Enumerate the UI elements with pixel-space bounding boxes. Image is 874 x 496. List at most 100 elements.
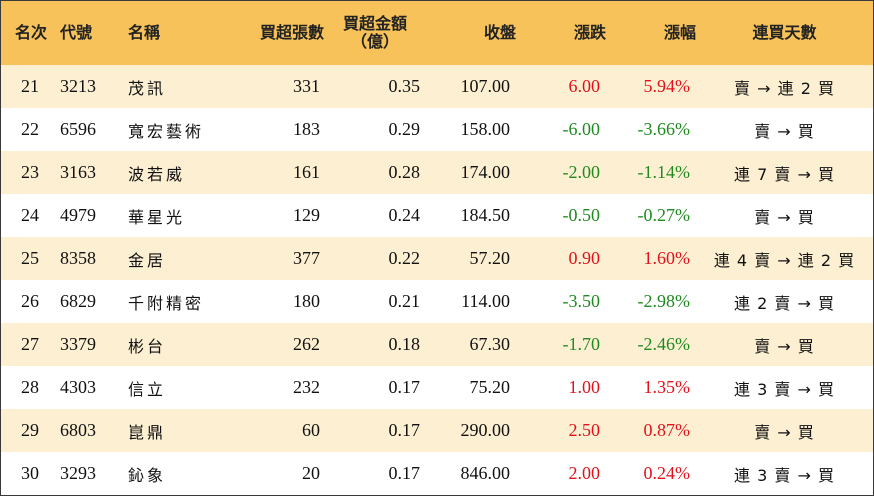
cell-pct: -2.46% — [637, 334, 691, 354]
cell-buy-amount: 0.29 — [388, 119, 421, 139]
header-close: 收盤 — [483, 23, 516, 42]
cell-name: 波若威 — [128, 164, 186, 184]
cell-rank: 22 — [21, 119, 39, 139]
cell-rank: 21 — [21, 76, 39, 96]
cell-streak: 賣 → 買 — [754, 422, 815, 442]
cell-name: 華星光 — [128, 207, 186, 227]
cell-buy-lots: 60 — [302, 420, 320, 440]
cell-streak: 賣 → 買 — [754, 336, 815, 356]
cell-rank: 28 — [21, 377, 39, 397]
table-header: 名次 代號 名稱 買超張數 買超金額 （億） 收盤 漲跌 漲幅 連買天數 — [1, 1, 873, 65]
table-row: 26 6829 千附精密 180 0.21 114.00 -3.50 -2.98% 連 2 賣 … — [1, 280, 873, 323]
cell-name: 崑鼎 — [128, 422, 167, 442]
table-row: 27 3379 彬台 262 0.18 67.30 -1.70 -2.46% 賣 → 買 — [1, 323, 873, 366]
cell-buy-amount: 0.28 — [388, 162, 421, 182]
cell-code: 4979 — [60, 205, 96, 225]
cell-streak: 連 3 賣 → 買 — [734, 379, 835, 399]
cell-name: 鈊象 — [128, 465, 167, 485]
cell-streak: 連 7 賣 → 買 — [734, 164, 835, 184]
cell-code: 3293 — [60, 463, 96, 483]
cell-buy-amount: 0.17 — [388, 463, 421, 483]
cell-rank: 27 — [21, 334, 39, 354]
header-buy-amount-line2: （億） — [350, 32, 399, 51]
cell-rank: 24 — [21, 205, 39, 225]
cell-buy-amount: 0.35 — [388, 76, 421, 96]
cell-name: 彬台 — [128, 336, 167, 356]
cell-streak: 賣 → 買 — [754, 121, 815, 141]
cell-change: -0.50 — [562, 205, 601, 225]
header-change: 漲跌 — [573, 23, 606, 42]
cell-close: 290.00 — [460, 420, 511, 440]
cell-pct: 0.87% — [643, 420, 691, 440]
cell-rank: 29 — [21, 420, 39, 440]
cell-buy-amount: 0.17 — [388, 420, 421, 440]
cell-buy-lots: 377 — [293, 248, 320, 268]
cell-buy-amount: 0.22 — [388, 248, 421, 268]
header-pct: 漲幅 — [663, 23, 696, 42]
cell-close: 846.00 — [460, 463, 511, 483]
cell-streak: 連 3 賣 → 買 — [734, 465, 835, 485]
cell-pct: 5.94% — [643, 76, 691, 96]
cell-change: -6.00 — [562, 119, 601, 139]
cell-close: 75.20 — [469, 377, 511, 397]
cell-code: 6596 — [60, 119, 96, 139]
table-row: 30 3293 鈊象 20 0.17 846.00 2.00 0.24% 連 3 賣 → 買 — [1, 452, 873, 495]
cell-buy-amount: 0.21 — [388, 291, 421, 311]
table-row: 22 6596 寬宏藝術 183 0.29 158.00 -6.00 -3.66% 賣 → 買 — [1, 108, 873, 151]
cell-name: 茂訊 — [128, 78, 167, 98]
cell-change: 2.00 — [568, 463, 601, 483]
header-buy-amount: 買超金額 （億） — [324, 1, 426, 65]
cell-close: 57.20 — [469, 248, 511, 268]
cell-change: 0.90 — [568, 248, 601, 268]
cell-code: 6829 — [60, 291, 96, 311]
cell-close: 114.00 — [461, 291, 510, 311]
cell-name: 信立 — [128, 379, 167, 399]
cell-change: -3.50 — [562, 291, 601, 311]
cell-streak: 連 4 賣 → 連 2 買 — [713, 250, 856, 270]
cell-name: 寬宏藝術 — [128, 121, 205, 141]
cell-code: 3213 — [60, 76, 96, 96]
header-code: 代號 — [60, 23, 93, 42]
cell-close: 67.30 — [469, 334, 511, 354]
cell-name: 金居 — [128, 250, 167, 270]
table-row: 23 3163 波若威 161 0.28 174.00 -2.00 -1.14% 連 7 賣 →… — [1, 151, 873, 194]
cell-pct: 1.35% — [643, 377, 691, 397]
header-buy-amount-line1: 買超金額 — [342, 14, 407, 33]
cell-name: 千附精密 — [128, 293, 205, 313]
cell-pct: 1.60% — [643, 248, 691, 268]
cell-change: -2.00 — [562, 162, 601, 182]
cell-buy-lots: 129 — [293, 205, 320, 225]
cell-change: -1.70 — [562, 334, 601, 354]
header-streak: 連買天數 — [752, 23, 817, 42]
cell-streak: 連 2 賣 → 買 — [734, 293, 835, 313]
cell-close: 158.00 — [460, 119, 511, 139]
cell-buy-lots: 232 — [293, 377, 320, 397]
cell-buy-lots: 262 — [293, 334, 320, 354]
cell-change: 2.50 — [568, 420, 601, 440]
cell-rank: 30 — [21, 463, 39, 483]
cell-change: 1.00 — [568, 377, 601, 397]
cell-close: 184.50 — [460, 205, 511, 225]
cell-buy-amount: 0.24 — [388, 205, 421, 225]
header-name: 名稱 — [128, 23, 161, 42]
cell-buy-lots: 161 — [293, 162, 320, 182]
cell-pct: -2.98% — [637, 291, 691, 311]
cell-streak: 賣 → 買 — [754, 207, 815, 227]
cell-pct: -0.27% — [637, 205, 691, 225]
header-row: 名次 代號 名稱 買超張數 買超金額 （億） 收盤 漲跌 漲幅 連買天數 — [1, 1, 873, 65]
cell-code: 3379 — [60, 334, 96, 354]
cell-buy-lots: 183 — [293, 119, 320, 139]
cell-buy-amount: 0.17 — [388, 377, 421, 397]
cell-code: 3163 — [60, 162, 96, 182]
header-rank: 名次 — [15, 23, 48, 42]
cell-pct: -3.66% — [637, 119, 691, 139]
cell-buy-lots: 331 — [293, 76, 320, 96]
cell-buy-lots: 180 — [293, 291, 320, 311]
table-row: 21 3213 茂訊 331 0.35 107.00 6.00 5.94% 賣 → 連 2 買 — [1, 65, 873, 108]
cell-pct: 0.24% — [643, 463, 691, 483]
table-row: 29 6803 崑鼎 60 0.17 290.00 2.50 0.87% 賣 → 買 — [1, 409, 873, 452]
cell-code: 6803 — [60, 420, 96, 440]
